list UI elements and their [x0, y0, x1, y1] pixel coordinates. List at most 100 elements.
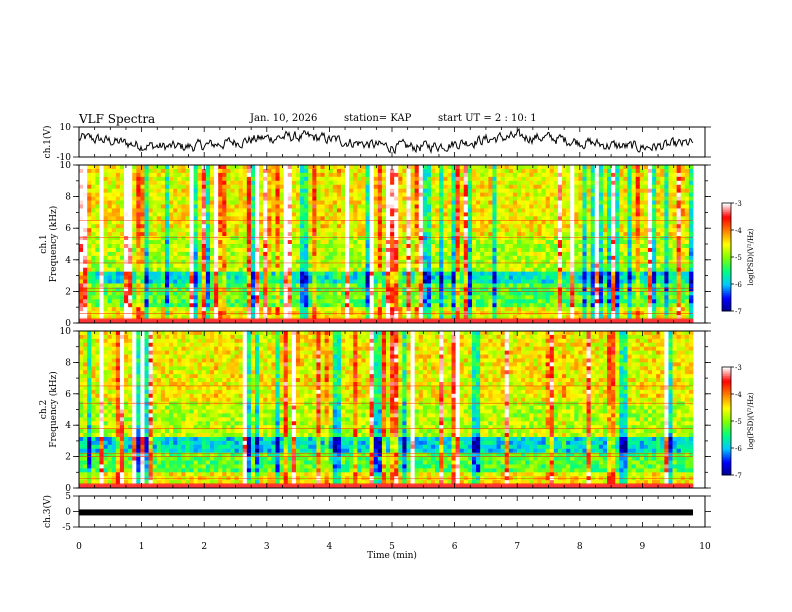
ch1-spectrogram-cell: [656, 216, 661, 221]
ch1-spectrogram-cell: [132, 251, 137, 257]
ch1-spectrogram-cell: [508, 172, 514, 178]
ch1-spectrogram-cell: [664, 216, 669, 221]
ch1-spectrogram-cell: [365, 271, 371, 276]
ch1-spectrogram-cell: [586, 208, 592, 213]
ch1-spectrogram-cell: [156, 283, 162, 288]
ch1-spectrogram-cell: [647, 172, 653, 178]
ch1-spectrogram-cell: [451, 184, 456, 190]
ch1-spectrogram-cell: [443, 184, 448, 190]
ch1-spectrogram-cell: [238, 244, 244, 249]
ch1-spectrogram-cell: [369, 240, 375, 245]
ch1-spectrogram-cell: [451, 263, 456, 269]
ch1-spectrogram-cell: [537, 287, 542, 292]
ch1-spectrogram-cell: [353, 184, 358, 190]
ch1-spectrogram-cell: [426, 236, 432, 241]
ch1-spectrogram-cell: [340, 216, 346, 221]
ch1-spectrogram-cell: [259, 180, 264, 186]
ch1-spectrogram-cell: [201, 267, 207, 273]
ch1-spectrogram-cell: [283, 212, 289, 217]
ch1-spectrogram-cell: [160, 188, 166, 194]
ch1-spectrogram-cell: [369, 204, 375, 209]
ch1-spectrogram-cell: [144, 200, 149, 205]
ch1-spectrogram-cell: [386, 165, 391, 170]
ch1-spectrogram-cell: [390, 279, 395, 284]
ch1-spectrogram-cell: [201, 172, 207, 178]
ch1-spectrogram-cell: [467, 196, 473, 201]
ch1-spectrogram-cell: [144, 165, 149, 170]
ch1-spectrogram-cell: [656, 212, 661, 217]
ch1-spectrogram-cell: [312, 172, 317, 178]
ch1-spectrogram-cell: [234, 168, 240, 174]
ch1-spectrogram-cell: [431, 279, 436, 284]
ch1-spectrogram-cell: [668, 172, 673, 178]
ch1-spectrogram-cell: [627, 287, 632, 292]
ch1-spectrogram-cell: [643, 279, 649, 284]
ch1-spectrogram-cell: [263, 184, 268, 190]
ch1-spectrogram-cell: [602, 176, 608, 182]
ch1-spectrogram-cell: [516, 279, 522, 284]
ch1-spectrogram-cell: [357, 168, 362, 174]
ch1-spectrogram-cell: [324, 208, 330, 213]
ch1-spectrogram-cell: [529, 232, 534, 237]
ch1-spectrogram-cell: [361, 291, 366, 296]
ch1-spectrogram-cell: [451, 287, 456, 292]
ch1-spectrogram-cell: [156, 271, 162, 276]
ch1-spectrogram-cell: [574, 287, 579, 292]
ch1-spectrogram-cell: [79, 283, 84, 288]
ch1-spectrogram-cell: [222, 236, 227, 241]
ch1-spectrogram-cell: [91, 200, 96, 205]
ch1-spectrogram-cell: [553, 176, 559, 182]
ch1-spectrogram-cell: [414, 180, 420, 186]
ch1-spectrogram-cell: [394, 204, 399, 209]
ch1-spectrogram-cell: [664, 255, 669, 261]
ch1-spectrogram-cell: [553, 228, 559, 233]
ch1-spectrogram-cell: [537, 165, 542, 170]
ch1-spectrogram-cell: [287, 244, 293, 249]
ch1-spectrogram-cell: [521, 247, 526, 253]
ch1-spectrogram-cell: [578, 255, 583, 261]
ch1-spectrogram-cell: [439, 168, 444, 174]
ch1-spectrogram-cell: [267, 236, 272, 241]
ch1-spectrogram-cell: [680, 283, 686, 288]
ch1-spectrogram-cell: [324, 192, 330, 197]
ch1-spectrogram-cell: [398, 228, 403, 233]
ch1-spectrogram-cell: [185, 267, 190, 273]
ch1-spectrogram-cell: [291, 279, 297, 284]
ch1-spectrogram-cell: [627, 255, 632, 261]
ch1-spectrogram-cell: [308, 247, 313, 253]
ch1-spectrogram-cell: [615, 275, 620, 280]
ch1-spectrogram-cell: [365, 188, 371, 194]
ch1-spectrogram-cell: [332, 232, 338, 237]
ch1-spectrogram-cell: [607, 208, 612, 213]
ch1-spectrogram-cell: [431, 216, 436, 221]
ch1-spectrogram-cell: [209, 236, 215, 241]
ch1-spectrogram-cell: [226, 220, 231, 225]
ch1-spectrogram-cell: [283, 232, 289, 237]
ch1-spectrogram-cell: [578, 188, 583, 194]
ch1-spectrogram-cell: [684, 247, 690, 253]
ch1-spectrogram-cell: [607, 216, 612, 221]
ch1-spectrogram-cell: [373, 279, 379, 284]
ch1-spectrogram-cell: [480, 267, 485, 273]
ch1-spectrogram-cell: [136, 291, 141, 296]
ch1-spectrogram-cell: [521, 196, 526, 201]
ch1-spectrogram-cell: [205, 240, 211, 245]
ch1-spectrogram-cell: [541, 176, 547, 182]
ch1-spectrogram-cell: [300, 192, 305, 197]
ch1-spectrogram-cell: [177, 236, 182, 241]
ch1-spectrogram-cell: [132, 271, 137, 276]
ch1-spectrogram-cell: [140, 172, 145, 178]
ch1-spectrogram-cell: [181, 283, 186, 288]
ch1-spectrogram-cell: [312, 192, 317, 197]
ch1-spectrogram-cell: [615, 263, 620, 269]
ch1-spectrogram-cell: [349, 176, 354, 182]
ch1-spectrogram-cell: [115, 275, 121, 280]
ch1-spectrogram-cell: [406, 259, 411, 265]
ch1-spectrogram-cell: [443, 180, 448, 186]
ch1-spectrogram-cell: [394, 228, 399, 233]
ch1-spectrogram-cell: [594, 220, 600, 225]
ch1-spectrogram-cell: [291, 168, 297, 174]
ch1-spectrogram-cell: [504, 275, 510, 280]
ch1-spectrogram-cell: [357, 267, 362, 273]
ch1-spectrogram-cell: [512, 236, 518, 241]
